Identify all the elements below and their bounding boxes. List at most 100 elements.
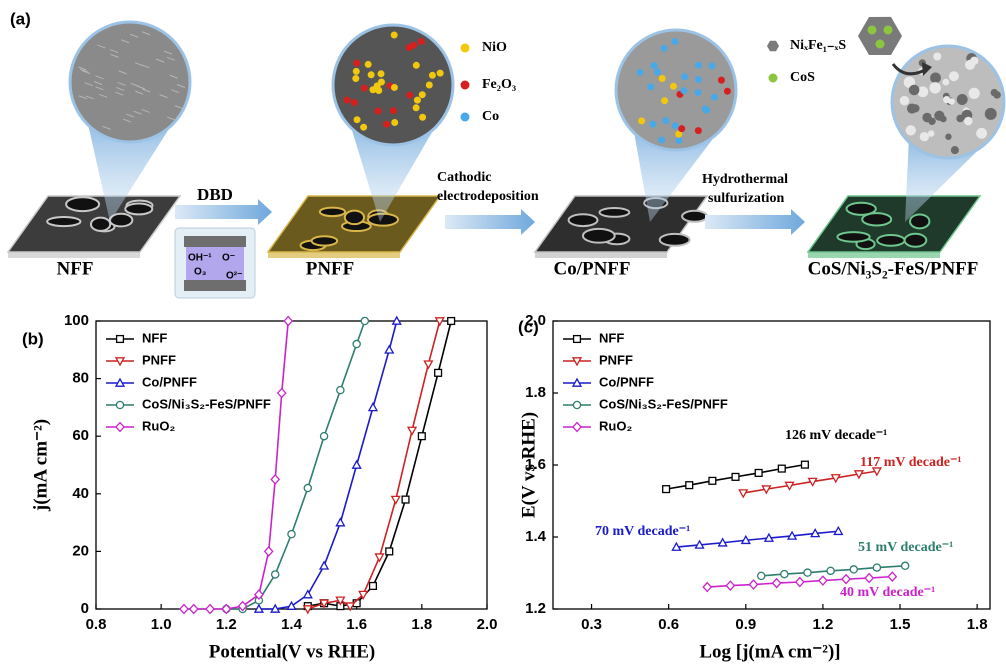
foam-pore [66,197,99,211]
annotation: 40 mV decade⁻¹ [840,585,935,600]
step-label: DBD [197,185,233,204]
y-tick-label: 2.0 [525,312,546,329]
marker [272,571,279,578]
foam-edge [535,252,667,258]
marker [304,484,311,491]
annotation: 70 mV decade⁻¹ [595,524,690,539]
marker [804,569,811,576]
x-tick-label: 1.2 [216,616,237,633]
particle [662,117,669,124]
particle [390,107,397,114]
marker [732,473,739,480]
marker [773,579,781,588]
marker [750,580,758,589]
particle [695,127,702,134]
particle [649,121,656,128]
texture [906,125,916,135]
foam-pore [905,234,927,247]
foam-pore [320,208,345,217]
texture [993,91,1001,99]
marker [190,605,198,614]
particle [354,116,361,123]
particle [413,104,420,111]
marker [435,369,442,376]
legend-label: NFF [142,330,167,345]
texture [943,96,950,103]
figure: (a) NFF PNFF Co/PNFF CoS/Ni₃S₂-FeS/PNFF … [0,0,1006,665]
marker [739,490,747,497]
marker [418,433,425,440]
y-axis-label: E(V vs RHE) [518,412,539,518]
particle [353,60,360,67]
material-label: NFF [57,258,94,279]
x-tick-label: 1.0 [151,616,172,633]
x-tick-label: 1.8 [967,616,988,633]
marker [304,591,312,598]
marker [802,461,809,468]
texture [970,57,978,65]
particle [695,76,702,83]
panel-label: (b) [22,329,44,348]
particle [352,75,359,82]
marker [865,574,873,583]
particle [680,87,687,94]
marker [873,564,880,571]
x-tick-label: 1.6 [346,616,367,633]
particle [360,124,367,131]
marker [796,578,804,587]
particle [429,72,436,79]
x-axis-label: Log [j(mA cm⁻²)] [699,641,840,662]
legend-dot [461,113,470,122]
legend-label: NFF [599,330,624,345]
annotation: 117 mV decade⁻¹ [860,455,962,470]
foam-pore [47,217,80,226]
marker [686,482,693,489]
particle [406,44,413,51]
marker [778,465,785,472]
y-tick-label: 1.4 [525,528,547,545]
legend-label: CoS/Ni₃S₂-FeS/PNFF [599,396,728,411]
foam-pore [837,232,869,242]
foam-pore [847,203,876,215]
electrode [184,236,246,247]
y-axis-label: j(mA cm⁻²) [30,419,51,512]
x-axis-label: Potential(V vs RHE) [209,641,375,662]
particle [647,83,654,90]
particle [391,119,398,126]
particle [368,71,375,78]
marker [850,566,857,573]
particle [413,62,420,69]
particle [374,82,381,89]
x-tick-label: 1.4 [281,616,303,633]
marker [180,605,188,614]
electrode [184,280,246,291]
marker [116,423,124,432]
texture [928,130,934,136]
particle [678,125,685,132]
x-tick-label: 0.3 [581,616,602,633]
marker [392,496,400,503]
texture [929,82,940,93]
particle [876,40,885,49]
particle [344,96,351,103]
x-tick-label: 0.6 [658,616,679,633]
marker [424,361,432,368]
x-tick-label: 2.0 [477,616,498,633]
y-tick-label: 40 [72,485,89,502]
texture [976,128,987,139]
marker [709,477,716,484]
marker [337,387,344,394]
marker [370,583,377,590]
material-label: CoS/Ni₃S₂-FeS/PNFF [808,258,979,279]
particle [654,68,661,75]
marker [361,317,368,324]
particle [681,73,688,80]
foam-pore [345,211,364,225]
texture [945,134,951,140]
texture [969,88,980,99]
marker [574,336,581,343]
material-label: Co/PNFF [553,258,630,279]
marker [375,554,383,561]
foam-edge [808,252,940,258]
texture [909,85,920,96]
